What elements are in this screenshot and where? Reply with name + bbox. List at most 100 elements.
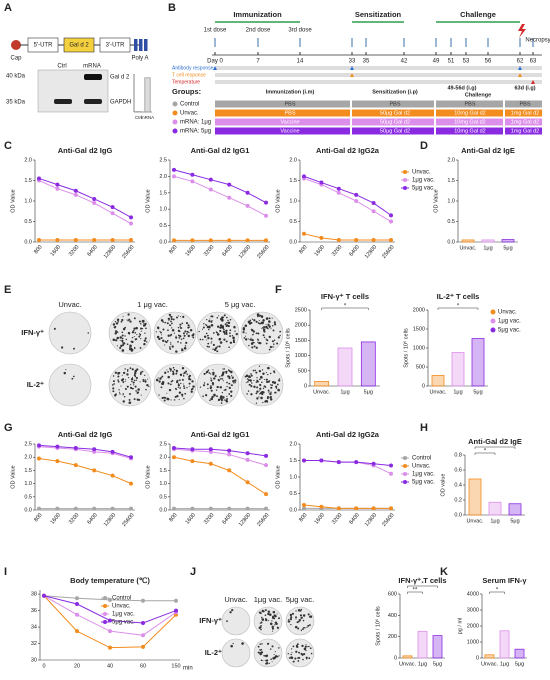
legend-label: Control [112,596,131,602]
spot [220,402,223,404]
spot [206,345,209,348]
spot [276,655,279,658]
column-label: 1μg vac. [254,595,283,604]
spot [259,378,261,381]
point [245,203,250,208]
track-label: Temperature [172,79,200,85]
point [336,460,341,465]
spot [221,391,224,394]
day-label: 42 [401,59,408,65]
spot [169,383,172,386]
spot [269,398,273,401]
legend-label: Unvac. [412,170,431,176]
point [92,506,97,511]
spot [232,642,234,645]
spot [180,342,182,344]
spot [308,657,311,660]
spot [171,345,174,348]
spot [215,331,217,333]
spot [173,399,176,401]
group-name: Unvac. [180,111,199,117]
spot [258,611,261,614]
band [84,99,102,104]
spot [113,380,115,383]
bar [314,381,330,387]
spot [270,386,273,389]
legend-label: Unvac. [112,604,131,610]
spot [131,331,135,334]
spot [205,394,208,397]
y-tick-label: 500 [298,368,307,374]
spot [273,653,275,656]
spot [296,643,299,646]
syringe [450,38,452,47]
spot [260,621,263,624]
spot [145,327,147,330]
spot [126,385,129,388]
spot [258,626,261,629]
day-label: 62 [517,59,524,65]
point [55,459,60,464]
spot [268,620,270,622]
x-tick-label: 1600 [50,512,62,525]
spot [210,323,214,327]
group-dot [172,110,178,116]
spot [306,646,308,648]
x-tick-label: 6400 [221,512,233,525]
spot [205,332,208,335]
point [264,200,268,205]
bar [451,352,465,387]
spot [175,388,178,391]
point [302,174,306,179]
spot [268,611,271,613]
spot [298,619,301,622]
spot [127,377,130,379]
y-tick-label: 1000 [295,353,307,359]
spot [170,370,172,372]
spot [266,327,269,330]
spot [173,372,175,374]
spot [188,332,190,334]
spot [132,381,135,384]
point [245,190,250,195]
polya-bar [144,39,148,51]
spot [295,644,298,647]
y-tick-label: 0.0 [159,239,167,245]
spot [117,379,119,381]
point [245,238,250,243]
spot [253,342,255,344]
spot [257,322,260,324]
legend-swatch [103,596,107,600]
day-label: 35 [363,59,370,65]
panel-label: H [420,422,428,434]
group-segment [505,118,542,126]
bar [481,239,495,243]
spot [268,348,271,351]
y-tick-label: 1.5 [289,178,297,184]
series-line [173,456,267,495]
bar [402,655,413,659]
spot [265,378,268,381]
y-tick-label: 38 [31,592,37,598]
groups-header: Challenge [465,92,491,98]
spot [261,328,263,330]
spot [249,323,251,325]
spot [219,386,223,389]
point [264,492,268,497]
spot [274,391,277,394]
spot [287,653,289,655]
spot [222,327,225,329]
x-tick-label: 1600 [314,244,326,257]
spot [117,375,120,378]
y-tick-label: 0.6 [454,467,462,473]
spot [291,612,295,615]
point [172,506,176,511]
construct-part: Gal d 2 [69,43,89,49]
spot [219,326,222,329]
syringe [299,38,301,47]
x-tick-label: 12800 [364,244,378,260]
spot [166,392,168,394]
spot [301,653,303,656]
spot [265,342,268,345]
x-tick-label: 3200 [331,244,343,257]
